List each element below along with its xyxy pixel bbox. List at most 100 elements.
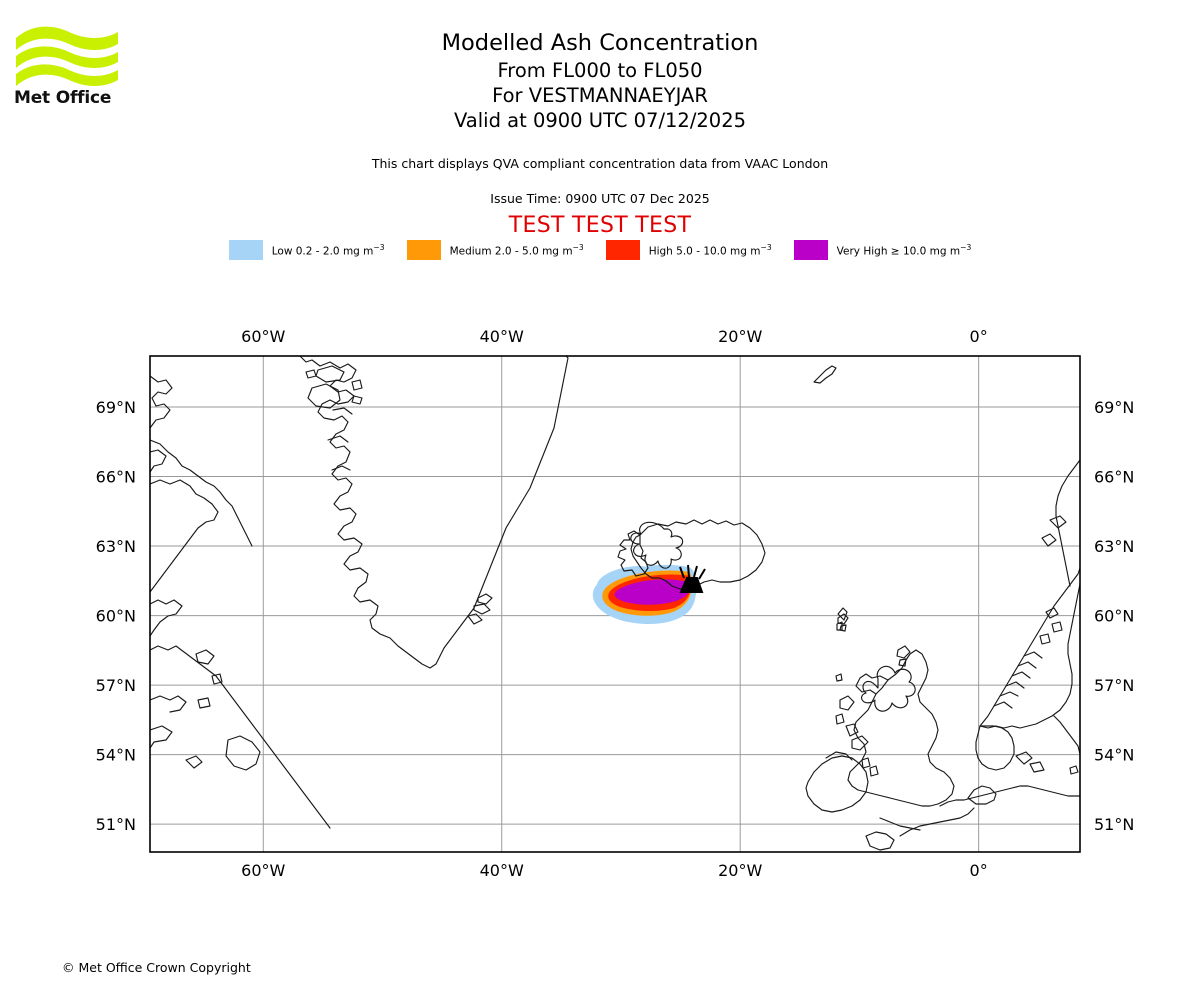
coastline-greenland [299, 356, 569, 669]
coastline-ireland [805, 755, 869, 813]
copyright-notice: © Met Office Crown Copyright [62, 960, 251, 975]
x-axis-labels-top: 60°W 40°W 20°W 0° [241, 327, 988, 346]
coastline-greenland-fjord-2 [473, 603, 491, 615]
y-tick-label-right: 60°N [1094, 607, 1134, 626]
coastline-norway-nw-islands-2 [1041, 533, 1057, 547]
coastline-denmark-islands [1015, 751, 1033, 765]
coastline-hebrides-2 [835, 713, 845, 725]
coastline-island-small-1 [305, 369, 317, 379]
coastline-denmark [975, 725, 1015, 771]
coastline-baffin [150, 375, 331, 829]
legend-item-high: High 5.0 - 10.0 mg m−3 [605, 240, 772, 260]
coastline-france-north [899, 807, 975, 837]
y-tick-label-right: 54°N [1094, 746, 1134, 765]
legend-label-high: High 5.0 - 10.0 mg m−3 [648, 242, 772, 258]
coastline-newfoundland [225, 735, 261, 771]
coastline-iceland [630, 521, 684, 569]
y-axis-labels-left: 51°N 54°N 57°N 60°N 63°N 66°N 69°N [96, 398, 136, 834]
legend-item-medium: Medium 2.0 - 5.0 mg m−3 [406, 240, 584, 260]
coastline-small-island-b [197, 697, 211, 709]
coastline-island-small-3 [351, 395, 363, 405]
test-banner: TEST TEST TEST [508, 213, 692, 238]
x-tick-label-top: 40°W [480, 327, 524, 346]
coastline-english-channel [879, 817, 921, 831]
y-tick-label-left: 69°N [96, 398, 136, 417]
legend-swatch-high [605, 240, 640, 260]
coastline-netherlands [967, 785, 997, 805]
ash-plume-contours [592, 564, 697, 624]
contour-veryhigh-tail [637, 586, 689, 599]
legend-swatch-veryhigh [793, 240, 828, 260]
legend-swatch-medium [406, 240, 441, 260]
issue-time: Issue Time: 0900 UTC 07 Dec 2025 [490, 191, 710, 206]
coastline-shetland [837, 607, 848, 621]
coastline-orkney [896, 645, 911, 659]
coastline-greenland-inlet [331, 465, 351, 471]
legend-label-medium: Medium 2.0 - 5.0 mg m−3 [449, 242, 584, 258]
y-tick-label-right: 57°N [1094, 676, 1134, 695]
coastline-norway-island-2 [1051, 621, 1063, 633]
x-tick-label-top: 0° [970, 327, 988, 346]
x-axis-labels-bottom: 60°W 40°W 20°W 0° [241, 861, 988, 880]
volcano-source-marker [679, 564, 706, 593]
x-tick-label-bottom: 60°W [241, 861, 285, 880]
coastline-norway-north [1055, 459, 1080, 587]
met-office-waves-logo [16, 26, 118, 86]
coastline-disko-island [307, 383, 341, 409]
y-axis-labels-right: 51°N 54°N 57°N 60°N 63°N 66°N 69°N [1094, 398, 1134, 834]
y-tick-label-left: 54°N [96, 746, 136, 765]
met-office-wordmark: Met Office [14, 88, 112, 108]
legend-item-veryhigh: Very High ≥ 10.0 mg m−3 [793, 240, 971, 260]
legend-swatch-low [228, 240, 263, 260]
coastline-norway-island-3 [1039, 633, 1051, 645]
coastline-greenland-inlet-3 [332, 407, 353, 415]
met-office-logo [14, 22, 124, 112]
coastline-small-island-a [211, 673, 223, 685]
coastlines [150, 356, 1080, 851]
coastline-isle-of-man [869, 765, 879, 777]
coastline-labrador-island [195, 649, 215, 665]
coastline-orkney-2 [898, 658, 907, 667]
x-tick-label-bottom: 20°W [718, 861, 762, 880]
coastline-small-island-c [185, 755, 203, 769]
x-tick-label-top: 60°W [241, 327, 285, 346]
coastline-gb-mainland [847, 649, 955, 807]
chart-title-block: Modelled Ash Concentration From FL000 to… [0, 28, 1200, 133]
coastline-brittany [865, 831, 895, 851]
x-tick-label-bottom: 0° [970, 861, 988, 880]
coastline-island-small-2 [351, 379, 363, 391]
coastline-greenland-fjord-1 [477, 593, 493, 605]
coastline-scotland-nw [855, 673, 889, 695]
coastline-greenland-fjord-3 [467, 613, 483, 625]
flight-level-range: From FL000 to FL050 [497, 59, 703, 82]
y-tick-label-right: 63°N [1094, 537, 1134, 556]
coastline-hebrides-3 [845, 723, 859, 737]
coastline-shetland-2 [836, 621, 843, 631]
coastline-jan-mayen [813, 365, 837, 384]
coastline-norway-coast-islands [1045, 607, 1059, 619]
legend-item-low: Low 0.2 - 2.0 mg m−3 [228, 240, 385, 260]
y-tick-label-right: 51°N [1094, 815, 1134, 834]
y-tick-label-left: 57°N [96, 676, 136, 695]
volcano-name: For VESTMANNAEYJAR [492, 84, 708, 107]
coastline-norway-nw-islands [1049, 515, 1067, 529]
y-tick-label-right: 66°N [1094, 468, 1134, 487]
coastline-iceland-westfjords [617, 530, 649, 577]
y-tick-label-left: 63°N [96, 537, 136, 556]
qva-note: This chart displays QVA compliant concen… [371, 156, 829, 171]
y-tick-label-left: 66°N [96, 468, 136, 487]
coastline-norway [979, 567, 1080, 729]
coastline-iceland-outline [630, 519, 766, 590]
coastline-greenland-inlet-2 [327, 435, 349, 443]
coastline-bornholm [1069, 765, 1079, 775]
coastline-sweden [1053, 715, 1080, 755]
valid-time: Valid at 0900 UTC 07/12/2025 [453, 109, 747, 132]
x-tick-label-top: 20°W [718, 327, 762, 346]
coastline-continent [939, 785, 1080, 807]
y-tick-label-right: 69°N [1094, 398, 1134, 417]
map-frame [149, 355, 1081, 853]
coastline-great-britain [861, 665, 916, 712]
coastline-arran [861, 757, 871, 769]
